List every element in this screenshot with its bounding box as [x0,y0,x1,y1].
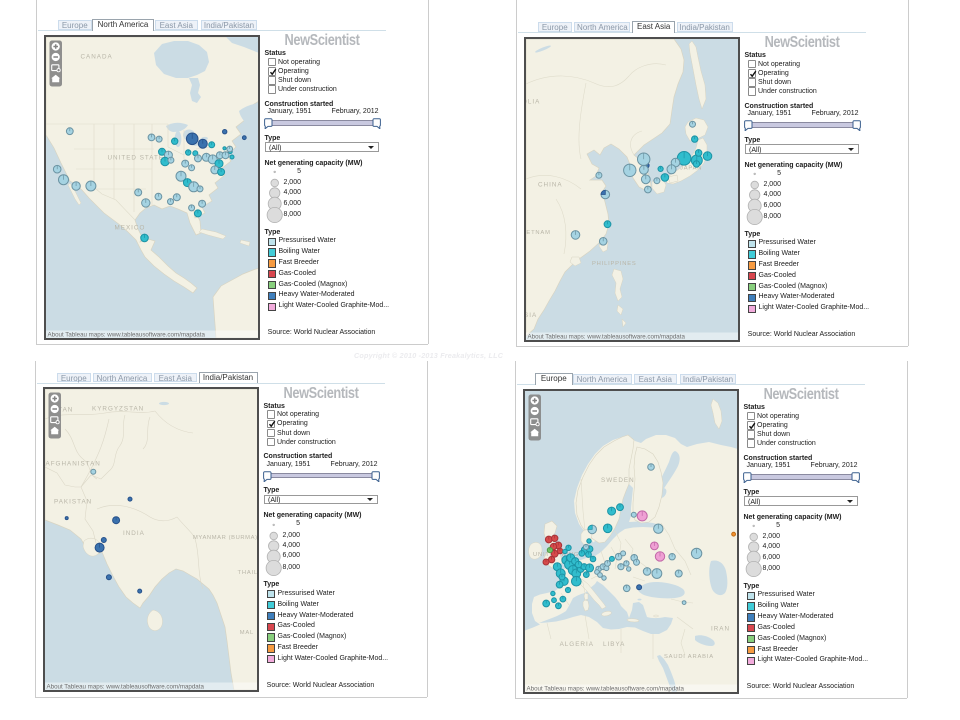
svg-text:LIBYA: LIBYA [603,641,625,648]
svg-text:About Tableau maps: www.tablea: About Tableau maps: www.tableausoftware.… [526,685,684,692]
svg-text:MEXICO: MEXICO [114,224,145,231]
svg-text:SIA: SIA [526,312,537,319]
svg-text:MAL: MAL [239,630,253,636]
svg-text:SAUDI ARABIA: SAUDI ARABIA [664,654,714,660]
svg-text:PAKISTAN: PAKISTAN [54,499,92,506]
svg-text:About Tableau maps: www.tablea: About Tableau maps: www.tableausoftware.… [527,333,685,340]
svg-text:CANADA: CANADA [80,53,112,60]
svg-text:JAPAN: JAPAN [680,165,702,171]
svg-text:About Tableau maps: www.tablea: About Tableau maps: www.tableausoftware.… [47,331,205,338]
svg-text:THAILA: THAILA [237,570,257,576]
svg-text:IETNAM: IETNAM [526,230,551,236]
svg-text:STAN: STAN [53,407,73,414]
svg-text:IRAN: IRAN [711,625,730,632]
svg-text:PHILIPPINES: PHILIPPINES [592,261,637,267]
svg-text:SWEDEN: SWEDEN [601,477,635,484]
svg-text:CHINA: CHINA [538,181,563,188]
svg-text:UNITED STATES: UNITED STATES [107,154,169,161]
svg-text:INDIA: INDIA [123,530,145,537]
svg-text:OLIA: OLIA [526,98,540,105]
svg-text:About Tableau maps: www.tablea: About Tableau maps: www.tableausoftware.… [46,684,204,691]
svg-text:MYANMAR (BURMA): MYANMAR (BURMA) [193,535,258,541]
svg-text:KYRGYZSTAN: KYRGYZSTAN [92,406,144,413]
svg-text:ALGERIA: ALGERIA [559,641,593,648]
svg-text:AFGHANISTAN: AFGHANISTAN [45,461,100,468]
